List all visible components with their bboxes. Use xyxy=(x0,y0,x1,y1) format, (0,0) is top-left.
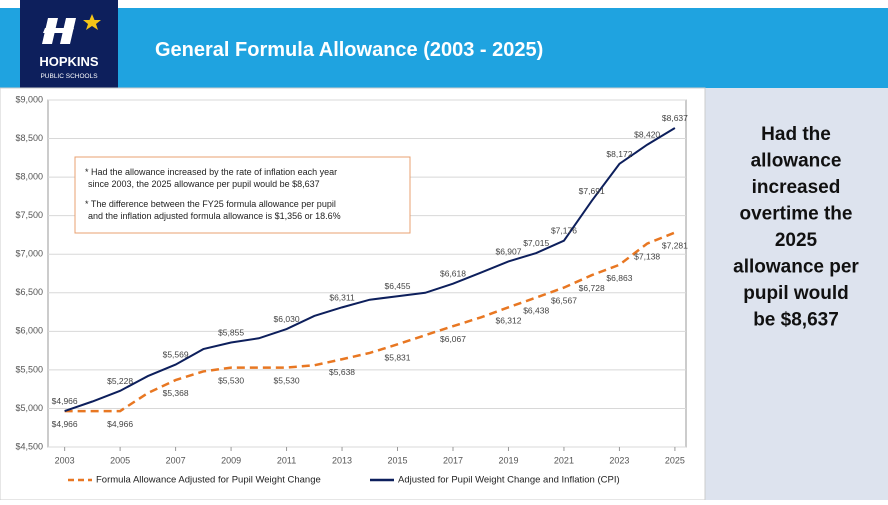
legend-label: Formula Allowance Adjusted for Pupil Wei… xyxy=(96,475,321,486)
data-label: $4,966 xyxy=(52,419,78,429)
x-tick-label: 2021 xyxy=(554,455,574,465)
annotation-line: * Had the allowance increased by the rat… xyxy=(85,167,337,177)
data-label: $5,831 xyxy=(385,352,411,362)
x-tick-label: 2003 xyxy=(55,455,75,465)
logo-name: HOPKINS xyxy=(39,54,99,69)
data-label: $6,455 xyxy=(385,281,411,291)
series-line xyxy=(64,127,676,413)
data-label: $7,176 xyxy=(551,226,577,236)
data-label: $6,311 xyxy=(329,292,355,302)
data-label: $7,281 xyxy=(662,241,688,251)
data-label: $4,966 xyxy=(107,419,133,429)
logo-sub: PUBLIC SCHOOLS xyxy=(40,73,98,80)
data-label: $5,855 xyxy=(218,328,244,338)
data-label: $7,015 xyxy=(523,238,549,248)
data-label: $5,368 xyxy=(163,388,189,398)
data-label: $5,530 xyxy=(218,376,244,386)
data-label: $6,438 xyxy=(523,306,549,316)
x-tick-label: 2025 xyxy=(665,455,685,465)
data-label: $4,966 xyxy=(52,396,78,406)
x-tick-label: 2005 xyxy=(110,455,130,465)
series-line xyxy=(64,231,676,413)
side-note-line: allowance per xyxy=(733,257,859,278)
x-tick-label: 2019 xyxy=(498,455,518,465)
x-tick-label: 2007 xyxy=(166,455,186,465)
y-tick-label: $5,500 xyxy=(15,364,43,374)
side-note-line: Had the xyxy=(761,124,831,145)
header-bar xyxy=(0,8,888,88)
y-tick-label: $9,000 xyxy=(15,94,43,104)
x-tick-label: 2009 xyxy=(221,455,241,465)
data-label: $6,312 xyxy=(495,315,521,325)
data-label: $6,030 xyxy=(274,314,300,324)
data-label: $6,728 xyxy=(579,283,605,293)
x-tick-label: 2017 xyxy=(443,455,463,465)
x-tick-label: 2011 xyxy=(277,455,296,465)
slide-title: General Formula Allowance (2003 - 2025) xyxy=(155,39,543,61)
side-note-line: allowance xyxy=(751,151,842,172)
data-label: $5,569 xyxy=(163,350,189,360)
y-tick-label: $6,500 xyxy=(15,287,43,297)
y-tick-label: $8,500 xyxy=(15,133,43,143)
data-label: $6,567 xyxy=(551,296,577,306)
y-tick-label: $6,000 xyxy=(15,326,43,336)
data-label: $7,691 xyxy=(579,186,605,196)
annotation-line: since 2003, the 2025 allowance per pupil… xyxy=(88,179,320,189)
side-note-line: be $8,637 xyxy=(753,310,839,331)
data-label: $5,638 xyxy=(329,367,355,377)
data-label: $5,530 xyxy=(274,376,300,386)
x-tick-label: 2015 xyxy=(387,455,407,465)
y-tick-label: $4,500 xyxy=(15,441,43,451)
x-tick-label: 2023 xyxy=(609,455,629,465)
side-note-line: increased xyxy=(752,177,841,198)
data-label: $8,172 xyxy=(606,149,632,159)
side-note-line: overtime the xyxy=(740,204,853,225)
data-label: $7,138 xyxy=(634,252,660,262)
annotation-box xyxy=(74,156,411,234)
y-tick-label: $7,000 xyxy=(15,249,43,259)
data-label: $6,863 xyxy=(606,273,632,283)
logo-mark xyxy=(42,18,76,44)
data-label: $6,618 xyxy=(440,269,466,279)
logo-star xyxy=(83,14,101,30)
legend-label: Adjusted for Pupil Weight Change and Inf… xyxy=(398,475,620,486)
side-note-line: pupil would xyxy=(743,283,849,304)
y-tick-label: $8,000 xyxy=(15,171,43,181)
data-label: $8,637 xyxy=(662,113,688,123)
side-panel xyxy=(705,88,888,500)
data-label: $8,420 xyxy=(634,130,660,140)
data-label: $5,228 xyxy=(107,376,133,386)
side-note-line: 2025 xyxy=(775,230,818,251)
logo-box xyxy=(20,0,118,90)
side-note: Had the allowance increased overtime the 202… xyxy=(733,124,859,331)
data-label: $6,067 xyxy=(440,334,466,344)
x-tick-label: 2013 xyxy=(332,455,352,465)
annotation-line: and the inflation adjusted formula allow… xyxy=(88,211,341,221)
y-tick-label: $5,000 xyxy=(15,403,43,413)
annotation-line: * The difference between the FY25 formul… xyxy=(85,199,336,209)
y-tick-label: $7,500 xyxy=(15,210,43,220)
data-label: $6,907 xyxy=(495,246,521,256)
